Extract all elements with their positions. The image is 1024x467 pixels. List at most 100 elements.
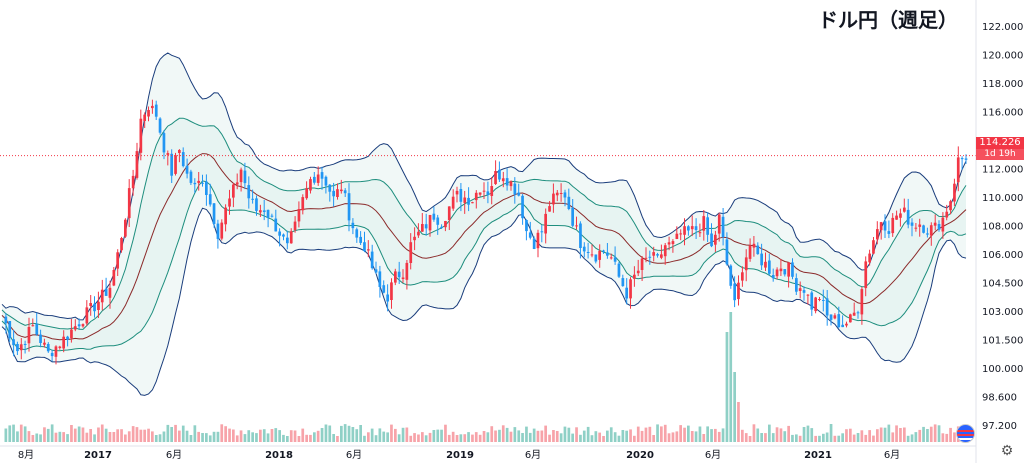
volume-bar	[382, 431, 386, 442]
x-tick-label: 2019	[446, 450, 474, 461]
candle-body	[802, 290, 806, 293]
volume-bar	[394, 428, 397, 442]
candle-body	[467, 197, 470, 205]
volume-bar	[729, 312, 733, 442]
candle-body	[232, 184, 235, 198]
volume-bar	[555, 431, 559, 442]
candle-body	[633, 274, 636, 279]
volume-bar	[247, 430, 251, 442]
candle-body	[929, 225, 933, 236]
candle-body	[571, 207, 574, 226]
candle-body	[162, 133, 166, 153]
candle-body	[23, 344, 27, 345]
volume-bar	[43, 427, 46, 442]
volume-bar	[386, 432, 389, 442]
candle-body	[852, 312, 856, 316]
candle-body	[259, 210, 262, 213]
volume-bar	[525, 426, 528, 442]
volume-bar	[274, 428, 278, 442]
volume-bar	[779, 428, 783, 442]
candle-body	[143, 114, 146, 121]
volume-bar	[447, 434, 451, 442]
volume-bar	[509, 431, 513, 442]
volume-bar	[397, 434, 401, 442]
volume-bar	[286, 436, 289, 442]
candle-body	[255, 198, 258, 211]
gear-icon[interactable]: ⚙	[1000, 443, 1014, 459]
us-flag-icon	[956, 424, 975, 443]
candle-body	[135, 151, 139, 178]
candle-body	[127, 188, 131, 219]
candle-body	[783, 269, 787, 275]
candle-body	[432, 213, 436, 220]
candle-body	[158, 118, 162, 133]
candle-body	[941, 217, 945, 232]
candle-body	[46, 344, 50, 352]
candle-body	[4, 316, 8, 324]
volume-bar	[93, 434, 96, 442]
candle-body	[706, 217, 709, 235]
candle-body	[818, 299, 821, 300]
volume-bar	[478, 434, 482, 442]
candle-body	[328, 184, 332, 192]
volume-bar	[108, 432, 112, 442]
volume-bar	[131, 426, 135, 442]
volume-bar	[77, 426, 81, 442]
candle-body	[478, 192, 482, 195]
volume-bar	[212, 431, 216, 442]
y-tick-label: 116.000	[982, 108, 1023, 119]
volume-bar	[802, 427, 806, 442]
candle-body	[347, 193, 351, 221]
candle-body	[147, 110, 150, 117]
candle-body	[679, 233, 682, 235]
candle-body	[690, 226, 694, 230]
candle-body	[73, 326, 77, 330]
volume-bar	[667, 433, 671, 442]
volume-bar	[756, 428, 760, 442]
volume-bar	[868, 430, 871, 442]
volume-bar	[841, 433, 844, 442]
volume-bar	[124, 434, 127, 442]
candle-body	[282, 234, 285, 237]
candle-body	[505, 178, 509, 186]
candle-body	[189, 171, 193, 183]
volume-bar	[702, 434, 706, 442]
volume-bar	[899, 428, 902, 442]
candle-body	[359, 236, 362, 243]
candle-body	[185, 165, 189, 174]
volume-bar	[552, 430, 555, 442]
candle-body	[266, 209, 270, 218]
volume-bar	[413, 433, 416, 442]
candle-body	[224, 207, 227, 225]
volume-bar	[293, 430, 297, 442]
candle-body	[332, 190, 335, 197]
bollinger-bands	[1, 52, 967, 396]
candle-body	[421, 224, 424, 232]
volume-bar	[795, 434, 798, 442]
candle-body	[791, 262, 794, 277]
candle-body	[166, 153, 170, 155]
x-tick-label: 8月	[18, 449, 34, 461]
candle-body	[197, 180, 200, 183]
volume-bar	[590, 435, 594, 442]
volume-bar	[760, 433, 763, 442]
volume-bar	[864, 434, 868, 442]
candle-body	[77, 324, 81, 327]
candle-body	[39, 334, 42, 343]
volume-bar	[640, 430, 644, 442]
candle-body	[309, 179, 312, 191]
volume-bar	[833, 435, 837, 442]
volume-bar	[806, 425, 810, 442]
candle-body	[494, 171, 497, 184]
candle-body	[139, 118, 143, 153]
candle-body	[100, 289, 104, 303]
volume-bar	[467, 432, 470, 442]
volume-bar	[282, 434, 285, 442]
candle-body	[62, 336, 65, 349]
candle-body	[394, 271, 397, 283]
volume-bar	[872, 435, 875, 442]
volume-bar	[355, 429, 359, 442]
candle-body	[447, 206, 451, 220]
candle-body	[953, 183, 956, 202]
volume-bar	[706, 426, 709, 442]
